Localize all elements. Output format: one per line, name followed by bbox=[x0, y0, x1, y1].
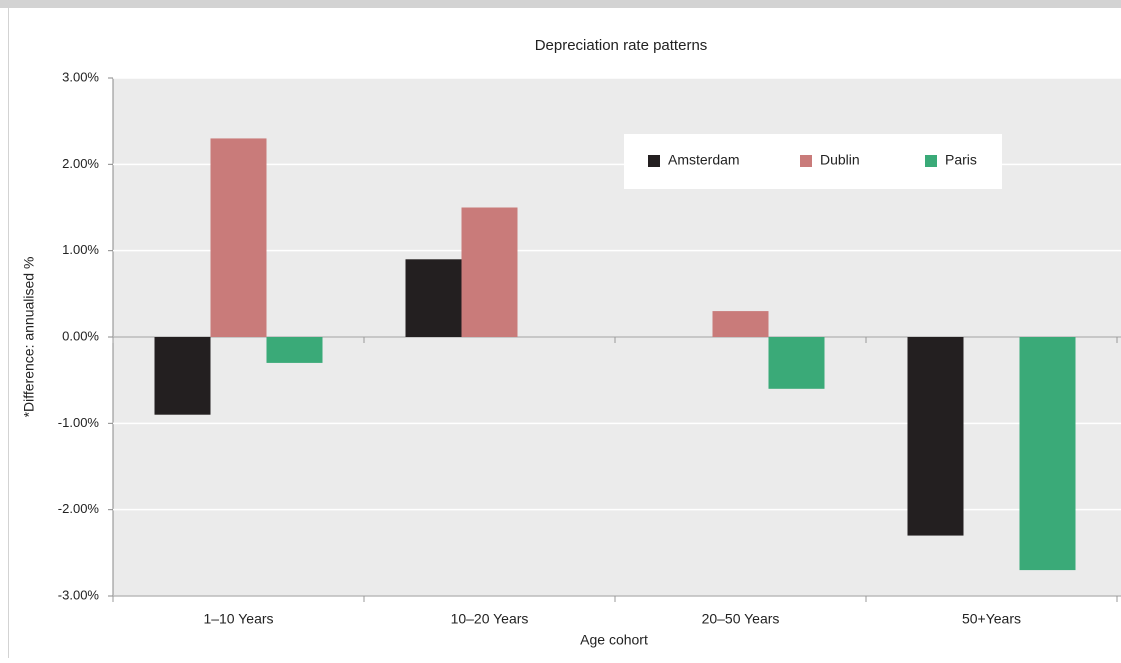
bar bbox=[768, 337, 825, 389]
bar bbox=[266, 337, 323, 363]
y-tick-label: 1.00% bbox=[62, 242, 99, 257]
y-axis-label: *Difference: annualised % bbox=[21, 257, 37, 418]
bar bbox=[154, 337, 211, 415]
chart-title: Depreciation rate patterns bbox=[535, 37, 708, 54]
top-band bbox=[0, 0, 1121, 8]
bar bbox=[1019, 337, 1076, 571]
legend-swatch bbox=[800, 155, 812, 167]
y-tick-label: -2.00% bbox=[58, 501, 100, 516]
y-tick-label: -1.00% bbox=[58, 415, 100, 430]
x-tick-label: 1–10 Years bbox=[203, 611, 273, 627]
legend-label: Paris bbox=[945, 152, 977, 168]
y-tick-label: 2.00% bbox=[62, 156, 99, 171]
bar bbox=[712, 311, 769, 337]
x-tick-label: 20–50 Years bbox=[702, 611, 780, 627]
bar bbox=[461, 207, 518, 337]
x-tick-label: 10–20 Years bbox=[451, 611, 529, 627]
x-tick-label: 50+Years bbox=[962, 611, 1021, 627]
legend-label: Amsterdam bbox=[668, 152, 740, 168]
y-tick-label: -3.00% bbox=[58, 587, 100, 602]
bar bbox=[210, 138, 267, 337]
x-axis-label: Age cohort bbox=[580, 632, 648, 648]
legend-swatch bbox=[925, 155, 937, 167]
legend bbox=[624, 134, 1002, 189]
y-tick-label: 3.00% bbox=[62, 69, 99, 84]
legend-label: Dublin bbox=[820, 152, 860, 168]
bar bbox=[907, 337, 964, 536]
bar bbox=[405, 259, 462, 337]
legend-swatch bbox=[648, 155, 660, 167]
y-tick-label: 0.00% bbox=[62, 328, 99, 343]
